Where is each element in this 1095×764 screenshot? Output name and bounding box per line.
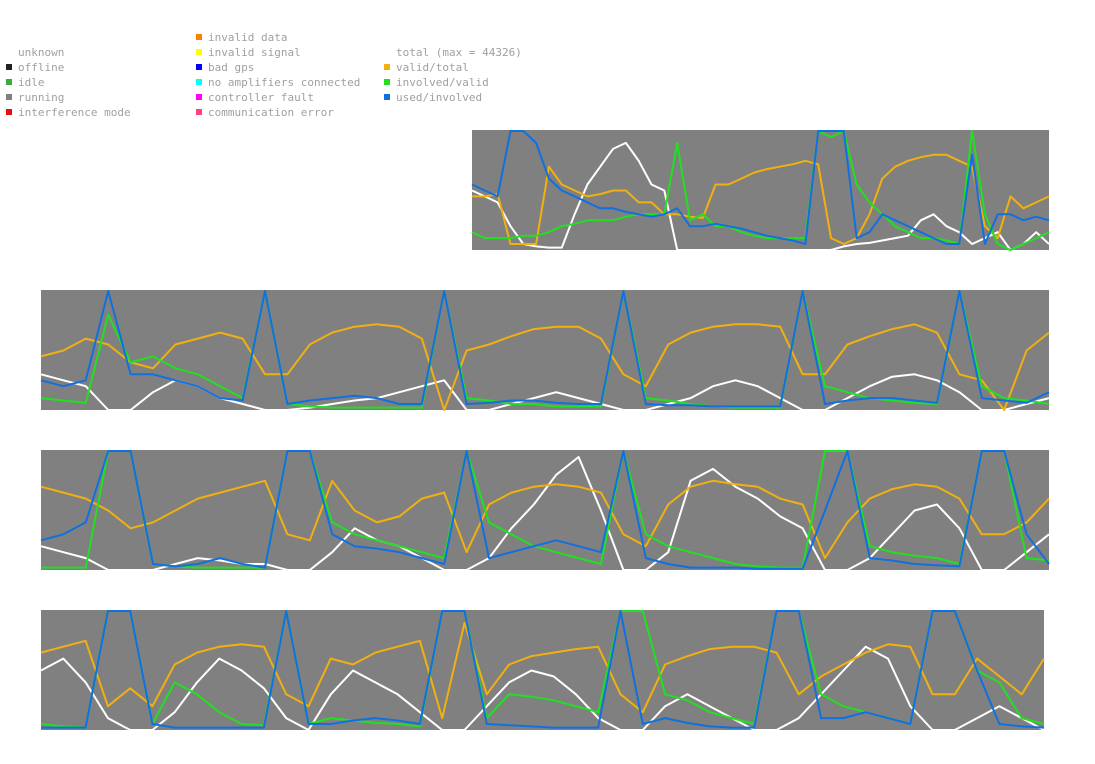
- involved-valid-series-line: [471, 130, 1050, 251]
- panel-background: [41, 450, 1049, 570]
- legend-item-interference-mode: interference mode: [6, 105, 131, 119]
- legend-item-invalid-data: invalid data: [196, 30, 287, 44]
- total-series-line: [40, 456, 1050, 571]
- legend-item-communication-error: communication error: [196, 105, 334, 119]
- panel-background: [472, 130, 1049, 250]
- legend-item-offline: offline: [6, 60, 64, 74]
- legend-label: communication error: [208, 105, 334, 119]
- legend-label: total (max = 44326): [396, 45, 522, 59]
- legend-label: invalid signal: [208, 45, 301, 59]
- legend-item-involved-valid: involved/valid: [384, 75, 489, 89]
- legend-swatch-communication-error: [196, 109, 202, 115]
- legend-swatch-idle: [6, 79, 12, 85]
- total-series-line: [471, 141, 1050, 251]
- used-involved-series-line: [40, 290, 1050, 408]
- legend-item-no-amplifiers: no amplifiers connected: [196, 75, 360, 89]
- legend-label: idle: [18, 75, 45, 89]
- legend-swatch-invalid-signal: [196, 49, 202, 55]
- used-involved-series-line: [471, 130, 1050, 245]
- legend-item-used-involved: used/involved: [384, 90, 482, 104]
- valid-total-series-line: [40, 323, 1050, 411]
- legend-label: controller fault: [208, 90, 314, 104]
- legend-item-idle: idle: [6, 75, 45, 89]
- legend-label: unknown: [18, 45, 65, 59]
- legend-swatch-offline: [6, 64, 12, 70]
- total-series-line: [40, 645, 1045, 731]
- legend-label: bad gps: [208, 60, 255, 74]
- legend-swatch-no-amplifiers: [196, 79, 202, 85]
- involved-valid-series-line: [40, 290, 1050, 409]
- legend-swatch-total: [384, 49, 390, 55]
- legend-label: involved/valid: [396, 75, 489, 89]
- legend-label: used/involved: [396, 90, 483, 104]
- legend-label: valid/total: [396, 60, 469, 74]
- legend-swatch-interference-mode: [6, 109, 12, 115]
- legend-item-invalid-signal: invalid signal: [196, 45, 301, 59]
- chart-panel-1: [471, 130, 1050, 251]
- valid-total-series-line: [472, 153, 1050, 245]
- valid-total-series-line: [40, 621, 1045, 720]
- legend-swatch-used-involved: [384, 94, 390, 100]
- used-involved-series-line: [40, 450, 1050, 570]
- legend-label: interference mode: [18, 105, 131, 119]
- legend-label: running: [18, 90, 65, 104]
- legend-swatch-controller-fault: [196, 94, 202, 100]
- valid-total-series-line: [40, 479, 1050, 560]
- used-involved-series-line: [41, 610, 1045, 729]
- chart-panel-4: [40, 610, 1045, 731]
- legend-swatch-valid-total: [384, 64, 390, 70]
- legend-label: offline: [18, 60, 65, 74]
- legend-swatch-bad-gps: [196, 64, 202, 70]
- legend-item-controller-fault: controller fault: [196, 90, 314, 104]
- panel-background: [41, 290, 1049, 410]
- legend-label: invalid data: [208, 30, 288, 44]
- legend-swatch-running: [6, 94, 12, 100]
- legend-swatch-unknown: [6, 49, 12, 55]
- legend-swatch-invalid-data: [196, 34, 202, 40]
- legend-label: no amplifiers connected: [208, 75, 361, 89]
- involved-valid-series-line: [41, 450, 1050, 569]
- chart-panel-3: [40, 450, 1050, 571]
- legend-item-unknown: unknown: [6, 45, 64, 59]
- legend-item-running: running: [6, 90, 64, 104]
- chart-panel-2: [40, 290, 1050, 411]
- legend-item-total: total (max = 44326): [384, 45, 522, 59]
- legend-swatch-involved-valid: [384, 79, 390, 85]
- legend-item-bad-gps: bad gps: [196, 60, 254, 74]
- legend-item-valid-total: valid/total: [384, 60, 469, 74]
